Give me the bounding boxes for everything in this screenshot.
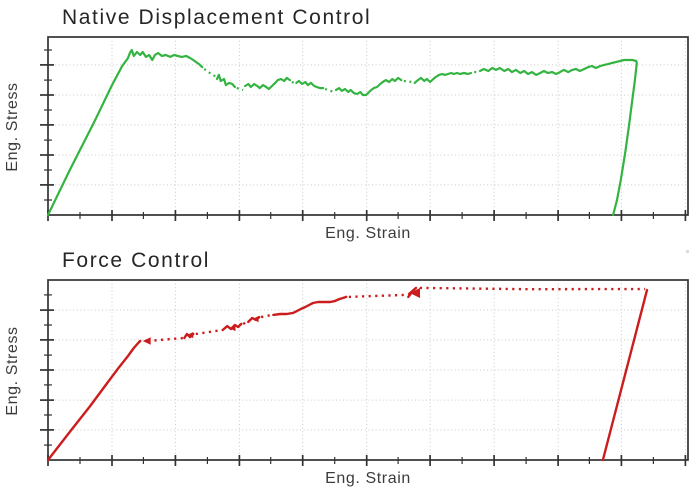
curve-segment-dotted [195,328,223,336]
curve-segment-solid [215,73,236,89]
strain-jump-arrow-icon [409,288,420,298]
chart-0 [40,36,689,221]
strain-jump-arrow-icon [229,325,236,332]
plot-frame [47,36,689,216]
curve-segment-solid [272,295,348,317]
x-axis-label-bottom: Eng. Strain [325,470,411,487]
x-axis-label-top: Eng. Strain [325,225,411,242]
curve-segment-solid [244,76,291,91]
curve-segment-solid [478,58,638,217]
strain-jump-arrow-icon [252,316,259,323]
strain-jump-arrow-icon [142,337,151,345]
curve-segment-solid [46,339,142,462]
series-curve [46,286,649,462]
y-axis-label-bottom: Eng. Stress [4,326,21,416]
chart-1 [40,279,689,466]
curve-segment-dotted [236,87,244,92]
series-curve [46,48,638,217]
chart-title-native-displacement-control: Native Displacement Control [62,6,372,29]
ui-artifact-dot [686,250,689,253]
curve-segment-solid [334,76,403,97]
chart-title-force-control: Force Control [62,249,211,272]
curve-segment-dotted [419,286,646,291]
gridlines [48,37,688,215]
curve-segment-dotted [403,79,413,84]
curve-segment-dotted [324,87,335,94]
gridlines [48,280,688,460]
curve-segment-dotted [291,80,296,84]
curve-segment-dotted [203,68,217,78]
curve-segment-solid [46,48,204,217]
curve-segment-solid [601,288,649,462]
strain-jump-arrow-icon [186,332,194,339]
axis-ticks [40,49,687,221]
curve-segment-dotted [348,293,406,299]
curve-segment-dotted [242,320,248,325]
curve-segment-solid [413,71,473,85]
axis-ticks [40,294,687,466]
curve-segment-dotted [260,313,273,319]
curve-segment-solid [295,79,325,90]
y-axis-label-top: Eng. Stress [4,82,21,172]
